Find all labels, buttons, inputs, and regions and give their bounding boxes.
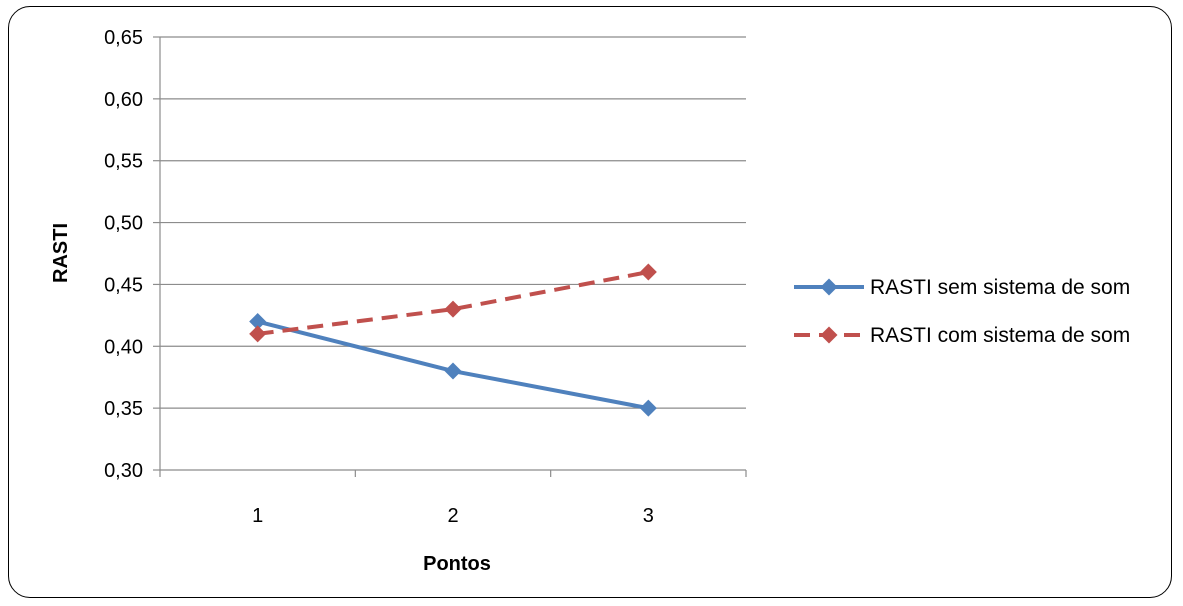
data-point-marker [639,263,657,281]
y-tick-label: 0,45 [104,274,143,296]
x-tick-label: 3 [643,505,654,527]
y-axis-title: RASTI [50,223,72,283]
y-tick-label: 0,65 [104,27,143,49]
legend-label: RASTI com sistema de som [870,324,1130,347]
data-point-marker [249,325,267,343]
x-tick-label: 1 [252,505,263,527]
legend-marker [820,278,838,296]
legend-label: RASTI sem sistema de som [870,276,1130,299]
y-tick-label: 0,55 [104,151,143,173]
axes [153,36,747,477]
series-lines [257,270,649,411]
x-tick-labels: 1 2 3 [252,505,654,527]
x-axis-title: Pontos [423,553,491,575]
y-tick-labels: 0,30 0,35 0,40 0,45 0,50 0,55 0,60 0,65 [104,27,143,482]
y-tick-label: 0,35 [104,398,143,420]
legend-marker [820,326,838,344]
x-tick-label: 2 [447,505,458,527]
y-tick-label: 0,40 [104,336,143,358]
chart-frame [8,6,1172,598]
legend: RASTI sem sistema de som RASTI com sistem… [794,276,1130,347]
data-point-marker [249,313,267,331]
series-markers [249,263,657,417]
gridlines [160,36,746,409]
data-point-marker [444,300,462,318]
data-point-marker [639,399,657,417]
series-line [257,270,649,336]
y-tick-label: 0,30 [104,460,143,482]
y-tick-label: 0,50 [104,213,143,235]
y-tick-label: 0,60 [104,89,143,111]
data-point-marker [444,362,462,380]
